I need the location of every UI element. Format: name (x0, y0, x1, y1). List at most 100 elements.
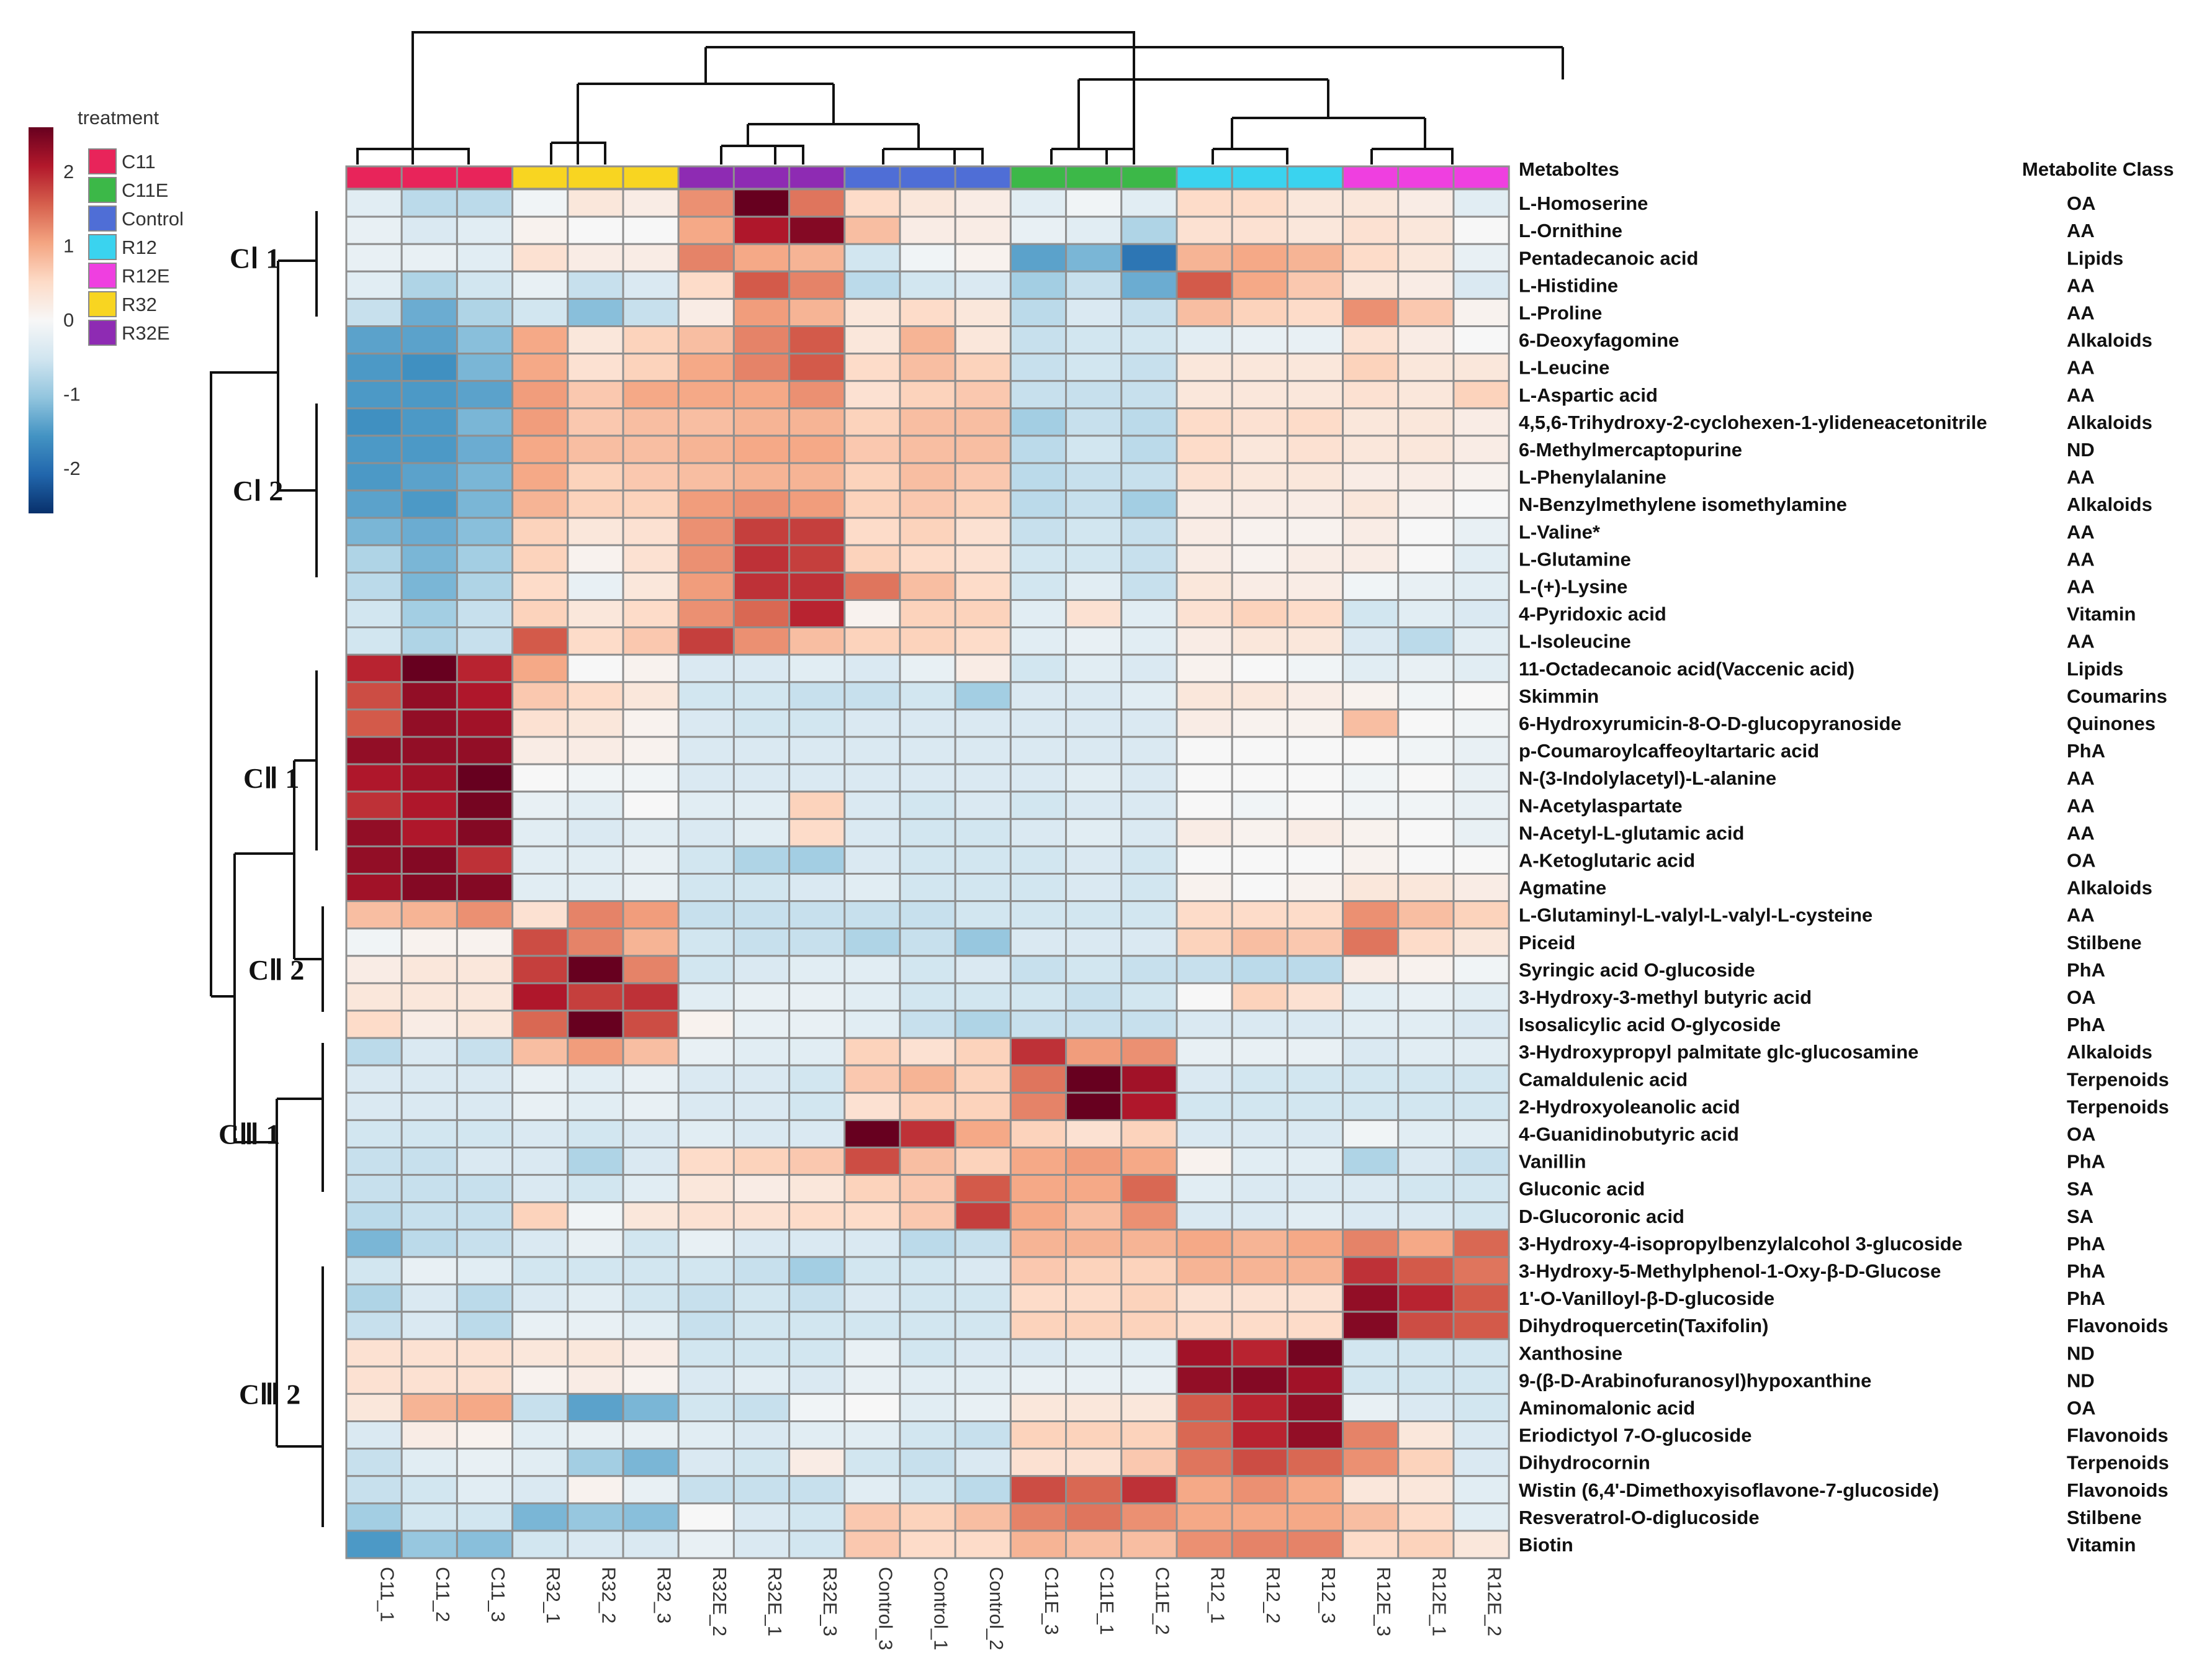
heatmap-cell (1342, 1502, 1400, 1532)
heatmap-cell (400, 297, 458, 327)
heatmap-cell (1231, 1147, 1288, 1176)
heatmap-cell (622, 927, 680, 957)
heatmap-cell (400, 708, 458, 738)
heatmap-cell (345, 1256, 403, 1286)
heatmap-cell (1397, 599, 1455, 629)
heatmap-cell (1009, 626, 1068, 656)
heatmap-cell (622, 380, 680, 410)
heatmap-cell (1286, 982, 1344, 1012)
heatmap-cell (511, 982, 569, 1012)
heatmap-cell (1065, 1338, 1123, 1368)
heatmap-cell (1342, 544, 1400, 574)
heatmap-cell (788, 1420, 846, 1450)
heatmap-cell (788, 270, 846, 300)
heatmap-cell (456, 215, 514, 245)
heatmap-cell (400, 571, 458, 602)
heatmap-cell (1452, 544, 1510, 574)
heatmap-cell (567, 873, 624, 903)
legend-label: R12E (122, 265, 170, 287)
heatmap-cell (622, 325, 680, 355)
class-label: AA (2067, 767, 2095, 789)
heatmap-cell (1286, 955, 1344, 985)
heatmap-cell (788, 763, 846, 793)
row-label: 6-Hydroxyrumicin-8-O-D-glucopyranoside (1519, 713, 1902, 734)
annotation-cell (622, 165, 680, 190)
heatmap-cell (1231, 873, 1288, 903)
row-label: 3-Hydroxypropyl palmitate glc-glucosamin… (1519, 1041, 1918, 1063)
heatmap-cell (788, 1338, 846, 1368)
heatmap-cell (732, 1229, 791, 1258)
heatmap-cell (622, 1201, 680, 1231)
heatmap-cell (567, 435, 624, 464)
heatmap-cell (511, 1338, 569, 1368)
heatmap-cell (1286, 1147, 1344, 1176)
heatmap-cell (511, 243, 569, 273)
heatmap-cell (1397, 1009, 1455, 1039)
heatmap-cell (788, 1091, 846, 1121)
heatmap-cell (843, 626, 901, 656)
heatmap-cell (1231, 1174, 1288, 1204)
heatmap-cell (400, 873, 458, 903)
heatmap-cell (345, 544, 403, 574)
heatmap-cell (1397, 435, 1455, 464)
heatmap-cell (1231, 955, 1288, 985)
heatmap-cell (1286, 571, 1344, 602)
heatmap-cell (1397, 1229, 1455, 1258)
heatmap-cell (788, 654, 846, 683)
heatmap-cell (732, 571, 791, 602)
heatmap-cell (456, 790, 514, 820)
heatmap-cell (1452, 708, 1510, 738)
heatmap-cell (456, 955, 514, 985)
heatmap-cell (400, 1009, 458, 1039)
heatmap-cell (732, 1064, 791, 1094)
heatmap-cell (843, 1310, 901, 1340)
heatmap-cell (1342, 325, 1400, 355)
heatmap-cell (677, 435, 735, 464)
heatmap-cell (788, 626, 846, 656)
heatmap-cell (1452, 1229, 1510, 1258)
heatmap-cell (1120, 462, 1178, 492)
heatmap-cell (1397, 1201, 1455, 1231)
heatmap-cell (1176, 1475, 1233, 1505)
heatmap-cell (1231, 1091, 1288, 1121)
heatmap-cell (511, 353, 569, 382)
heatmap-cell (899, 654, 956, 683)
heatmap-cell (899, 927, 956, 957)
heatmap-cell (345, 1365, 403, 1395)
heatmap-cell (1176, 462, 1233, 492)
heatmap-cell (1176, 380, 1233, 410)
heatmap-cell (1231, 1119, 1288, 1149)
heatmap-cell (1342, 736, 1400, 765)
class-label: PhA (2067, 959, 2105, 981)
heatmap-cell (400, 1283, 458, 1313)
heatmap-cell (1009, 736, 1068, 765)
heatmap-cell (1231, 982, 1288, 1012)
heatmap-cell (567, 516, 624, 546)
heatmap-cell (345, 982, 403, 1012)
heatmap-cell (1231, 1392, 1288, 1422)
heatmap-cell (345, 1037, 403, 1067)
heatmap-cell (1065, 1475, 1123, 1505)
heatmap-cell (400, 353, 458, 382)
heatmap-cell (511, 407, 569, 437)
heatmap-cell (788, 1502, 846, 1532)
heatmap-cell (456, 1502, 514, 1532)
heatmap-cell (954, 1530, 1012, 1559)
heatmap-cell (788, 544, 846, 574)
heatmap-cell (1176, 763, 1233, 793)
heatmap-cell (1452, 1009, 1510, 1039)
heatmap-cell (456, 599, 514, 629)
heatmap-cell (1397, 818, 1455, 847)
heatmap-cell (843, 1365, 901, 1395)
heatmap-cell (1397, 1174, 1455, 1204)
heatmap-cell (400, 325, 458, 355)
heatmap-cell (1009, 435, 1068, 464)
heatmap-cell (732, 982, 791, 1012)
heatmap-cell (511, 1064, 569, 1094)
heatmap-cell (1176, 1009, 1233, 1039)
heatmap-cell (1452, 955, 1510, 985)
heatmap-cell (1231, 1420, 1288, 1450)
row-label: 1'-O-Vanilloyl-β-D-glucoside (1519, 1287, 1774, 1309)
heatmap-cell (843, 243, 901, 273)
